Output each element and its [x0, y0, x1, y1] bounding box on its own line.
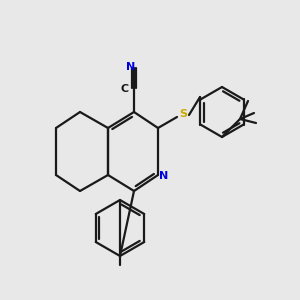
- Text: S: S: [179, 109, 187, 119]
- Text: N: N: [159, 171, 169, 181]
- Text: N: N: [126, 62, 136, 72]
- Text: C: C: [121, 84, 129, 94]
